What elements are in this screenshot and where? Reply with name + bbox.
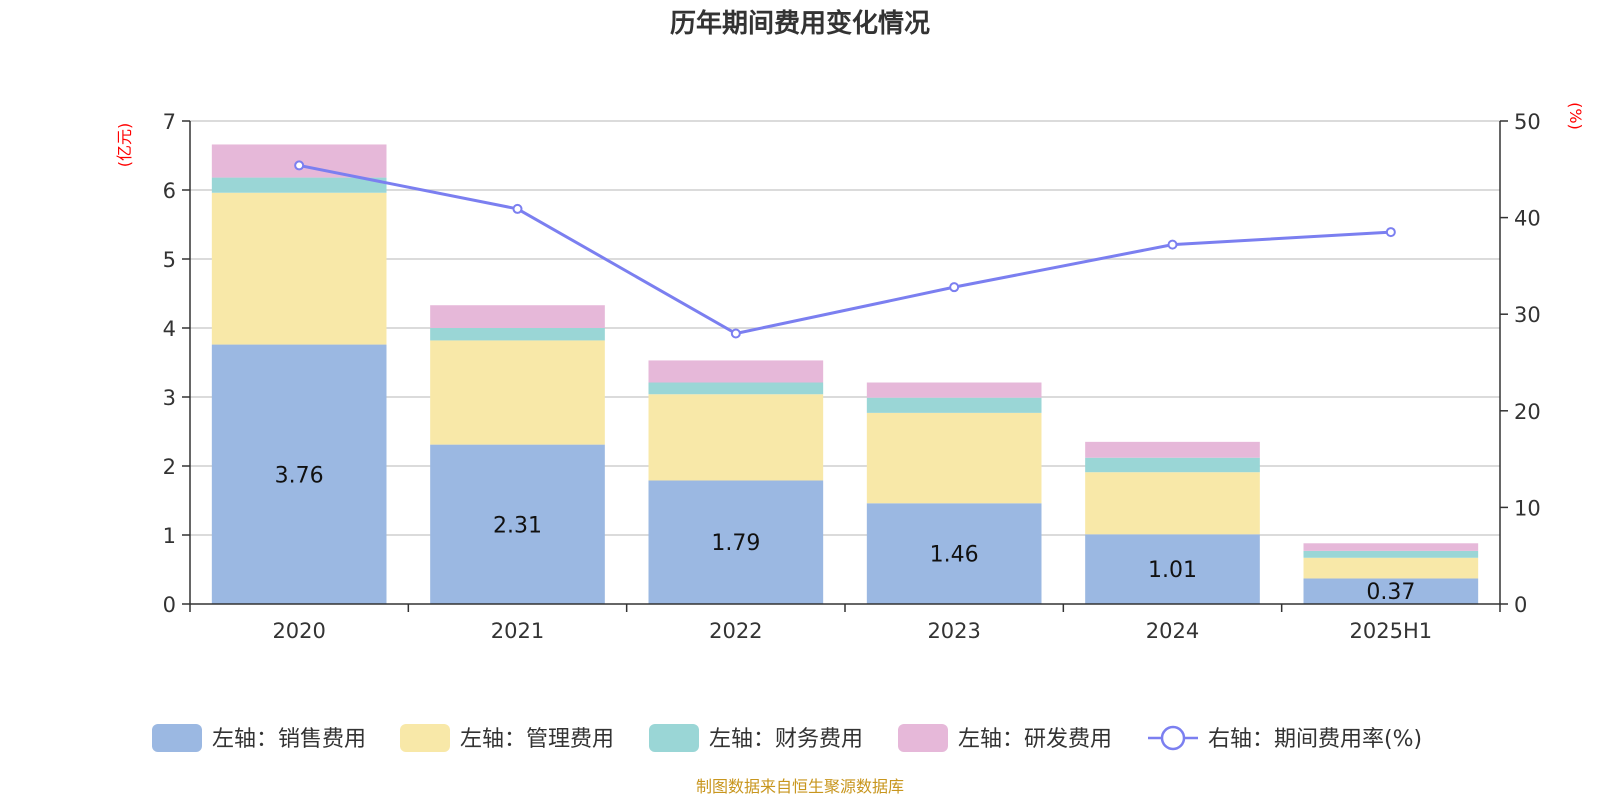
left-tick-label: 6 [163,179,176,203]
data-label-2025H1: 0.37 [1366,580,1415,605]
chart-title: 历年期间费用变化情况 [670,8,930,39]
right-tick-label: 0 [1514,593,1527,617]
bar-segment-1-2020 [211,192,387,345]
data-label-2023: 1.46 [930,543,979,568]
legend-swatch [400,724,450,752]
bar-segment-2-2023 [866,397,1042,413]
bar-segment-2-2024 [1085,457,1260,473]
left-tick-label: 1 [163,524,176,548]
x-tick-label-2020: 2020 [272,619,325,643]
left-tick-label: 4 [163,317,176,341]
bar-segment-3-2021 [430,305,605,328]
line-point-2025H1 [1385,227,1396,238]
grid-lines [190,120,1500,536]
right-tick-label: 10 [1514,496,1541,520]
bar-segment-3-2024 [1085,441,1260,458]
bar-segment-1-2022 [648,394,824,481]
x-tick-label-2025H1: 2025H1 [1350,619,1433,643]
line-point-2024 [1167,239,1178,250]
bar-segment-0-2020 [211,344,387,604]
right-axis-unit: (%) [1566,102,1585,130]
right-tick-label: 20 [1514,400,1541,424]
legend-item-3: 左轴：研发费用 [898,724,1112,752]
bar-segment-1-2021 [430,340,605,445]
bar-segment-2-2025H1 [1303,550,1479,558]
legend-swatch [152,724,202,752]
legend-item-4: 右轴：期间费用率(%) [1148,725,1422,752]
line-point-2022 [730,328,741,339]
line-path [298,163,1391,336]
x-tick-label-2022: 2022 [709,619,762,643]
bar-segment-1-2025H1 [1303,557,1479,579]
data-label-2022: 1.79 [711,531,760,556]
bars [211,144,1479,604]
bar-segment-2-2020 [211,177,387,193]
legend-label: 左轴：销售费用 [212,727,366,752]
legend-item-0: 左轴：销售费用 [152,724,366,752]
bar-segment-3-2023 [866,382,1042,398]
bar-segment-2-2021 [430,328,605,341]
left-tick-label: 7 [163,110,176,134]
bar-segment-0-2021 [430,444,605,604]
bar-segment-1-2023 [866,412,1042,504]
legend-label: 左轴：财务费用 [709,727,863,752]
bar-segment-2-2022 [648,382,824,395]
line-point-2021 [512,203,523,214]
left-tick-label: 5 [163,248,176,272]
x-tick-label-2024: 2024 [1146,619,1199,643]
right-tick-label: 50 [1514,110,1541,134]
bar-segment-0-2025H1 [1303,578,1479,604]
legend-label: 右轴：期间费用率(%) [1208,727,1422,752]
left-tick-label: 2 [163,455,176,479]
bar-segment-0-2022 [648,480,824,604]
legend-marker [1160,725,1186,751]
left-tick-label: 0 [163,593,176,617]
x-tick-label-2021: 2021 [491,619,544,643]
data-labels: 3.76 2.31 1.79 1.46 1.01 0.37 [275,463,1416,605]
data-label-2024: 1.01 [1148,558,1197,583]
line-point-2023 [949,282,960,293]
legend-swatch [898,724,948,752]
source-note: 制图数据来自恒生聚源数据库 [696,777,904,796]
data-label-2020: 3.76 [275,463,324,488]
line-point-2020 [294,160,305,171]
data-label-2021: 2.31 [493,513,542,538]
bar-segment-3-2022 [648,360,824,383]
legend-label: 左轴：管理费用 [460,727,614,752]
axes: 0 1 2 3 4 5 6 7 0 10 20 30 40 50 2020 2021 2022 2023 2024 2… [163,110,1541,643]
legend: 左轴：销售费用 左轴：管理费用 左轴：财务费用 左轴：研发费用 右轴：期间费用率(%) [152,724,1422,752]
legend-item-2: 左轴：财务费用 [649,724,863,752]
bar-segment-1-2024 [1085,472,1260,535]
right-tick-label: 40 [1514,207,1541,231]
left-axis-unit: (亿元) [115,123,134,168]
right-tick-label: 30 [1514,303,1541,327]
bar-segment-0-2023 [866,503,1042,604]
expense-rate-line [294,160,1396,339]
legend-label: 左轴：研发费用 [958,727,1112,752]
left-tick-label: 3 [163,386,176,410]
bar-segment-3-2025H1 [1303,543,1479,551]
bar-segment-0-2024 [1085,534,1260,604]
legend-swatch [649,724,699,752]
legend-item-1: 左轴：管理费用 [400,724,614,752]
x-tick-label-2023: 2023 [927,619,980,643]
